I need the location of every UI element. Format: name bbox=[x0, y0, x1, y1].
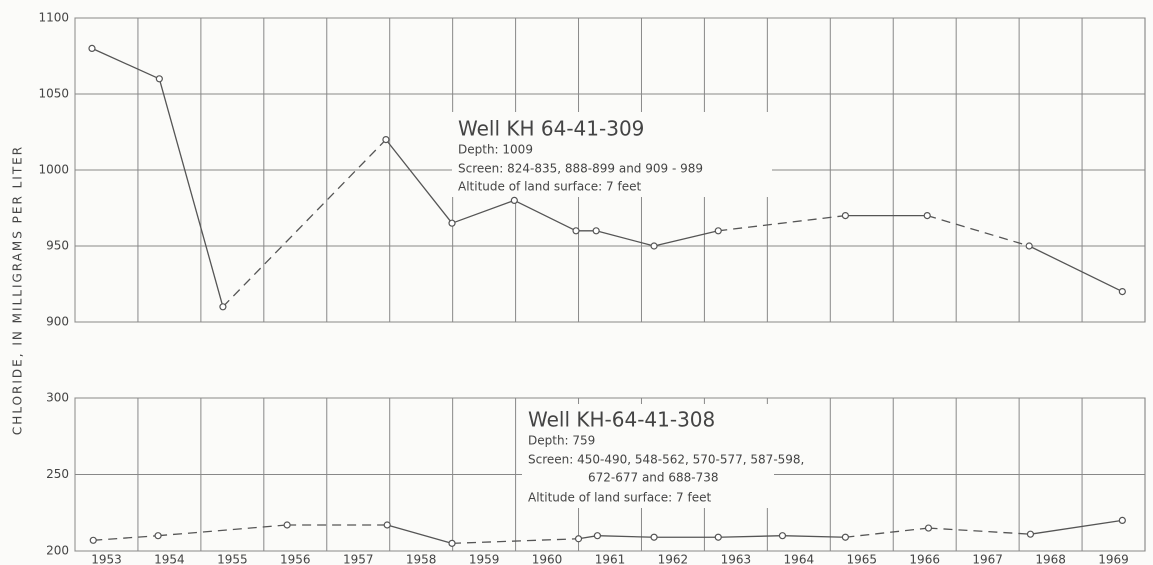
data-point bbox=[1118, 288, 1126, 296]
line-segment bbox=[782, 535, 846, 538]
line-segment bbox=[653, 230, 719, 247]
line-segment bbox=[385, 139, 453, 224]
data-point bbox=[714, 533, 722, 541]
data-point bbox=[650, 242, 658, 250]
x-tick-label: 1960 bbox=[532, 553, 563, 565]
annotation-line: Altitude of land surface: 7 feet bbox=[528, 491, 711, 505]
x-tick-label: 1964 bbox=[784, 553, 815, 565]
data-point bbox=[219, 303, 227, 311]
x-tick-label: 1957 bbox=[343, 553, 374, 565]
data-point bbox=[383, 521, 391, 529]
data-point bbox=[592, 227, 600, 235]
data-point bbox=[155, 75, 163, 83]
x-tick-label: 1955 bbox=[217, 553, 248, 565]
y-tick-label: 250 bbox=[46, 467, 69, 481]
x-tick-label: 1969 bbox=[1098, 553, 1129, 565]
data-point bbox=[841, 212, 850, 220]
line-segment bbox=[451, 199, 515, 224]
line-segment bbox=[927, 214, 1030, 247]
line-segment bbox=[158, 524, 288, 537]
y-tick-label: 1050 bbox=[38, 87, 69, 101]
data-point bbox=[923, 212, 931, 220]
line-segment bbox=[451, 538, 579, 544]
data-point bbox=[89, 536, 97, 544]
x-tick-label: 1966 bbox=[909, 553, 940, 565]
y-tick-label: 200 bbox=[46, 544, 69, 558]
x-tick-label: 1954 bbox=[154, 553, 185, 565]
data-point bbox=[593, 532, 602, 540]
y-tick-label: 300 bbox=[46, 391, 69, 405]
x-tick-label: 1968 bbox=[1035, 553, 1066, 565]
annotation-line: Screen: 824-835, 888-899 and 909 - 989 bbox=[458, 162, 703, 176]
annotation-line: Altitude of land surface: 7 feet bbox=[458, 180, 641, 194]
data-point bbox=[572, 227, 580, 235]
data-point bbox=[382, 136, 390, 144]
line-segment bbox=[514, 199, 577, 232]
line-segment bbox=[93, 535, 159, 541]
data-point bbox=[448, 539, 456, 547]
x-tick-label: 1962 bbox=[658, 553, 689, 565]
data-point bbox=[1025, 242, 1033, 250]
line-segment bbox=[222, 139, 387, 308]
x-tick-label: 1956 bbox=[280, 553, 311, 565]
annotation-box bbox=[452, 112, 772, 197]
annotation-title: Well KH 64-41-309 bbox=[458, 117, 644, 141]
data-point bbox=[778, 532, 787, 540]
line-segment bbox=[597, 535, 655, 538]
y-tick-label: 900 bbox=[46, 315, 69, 329]
data-point bbox=[88, 44, 96, 53]
data-point bbox=[510, 196, 518, 204]
x-tick-label: 1963 bbox=[721, 553, 752, 565]
line-segment bbox=[387, 524, 453, 544]
line-segment bbox=[718, 535, 783, 538]
y-axis-label: CHLORIDE, IN MILLIGRAMS PER LITER bbox=[11, 145, 25, 435]
x-tick-label: 1961 bbox=[595, 553, 626, 565]
data-point bbox=[1026, 530, 1035, 538]
annotation-title: Well KH-64-41-308 bbox=[528, 408, 715, 432]
annotation-line: 672-677 and 688-738 bbox=[588, 471, 718, 485]
data-point bbox=[714, 227, 722, 235]
line-segment bbox=[718, 214, 846, 232]
x-tick-label: 1959 bbox=[469, 553, 500, 565]
annotation-line: Depth: 759 bbox=[528, 434, 595, 448]
annotation-line: Screen: 450-490, 548-562, 570-577, 587-5… bbox=[528, 453, 804, 467]
x-tick-label: 1958 bbox=[406, 553, 437, 565]
annotation-line: Depth: 1009 bbox=[458, 143, 533, 157]
x-tick-label: 1953 bbox=[91, 553, 122, 565]
data-point bbox=[650, 533, 658, 541]
line-segment bbox=[928, 527, 1031, 535]
annotation-box bbox=[522, 404, 774, 508]
data-point bbox=[283, 521, 291, 529]
data-point bbox=[924, 524, 933, 532]
line-segment bbox=[595, 230, 655, 247]
data-point bbox=[154, 532, 162, 540]
line-segment bbox=[91, 47, 160, 80]
line-segment bbox=[1030, 519, 1123, 535]
x-tick-label: 1965 bbox=[846, 553, 877, 565]
data-point bbox=[1118, 516, 1126, 525]
y-tick-label: 1000 bbox=[38, 163, 69, 177]
line-segment bbox=[158, 78, 224, 307]
data-point bbox=[448, 219, 456, 227]
data-point bbox=[841, 533, 850, 541]
x-tick-label: 1967 bbox=[972, 553, 1003, 565]
y-tick-label: 1100 bbox=[38, 11, 69, 25]
y-tick-label: 950 bbox=[46, 239, 69, 253]
line-segment bbox=[1028, 245, 1123, 293]
line-segment bbox=[845, 527, 929, 538]
data-point bbox=[574, 535, 583, 543]
